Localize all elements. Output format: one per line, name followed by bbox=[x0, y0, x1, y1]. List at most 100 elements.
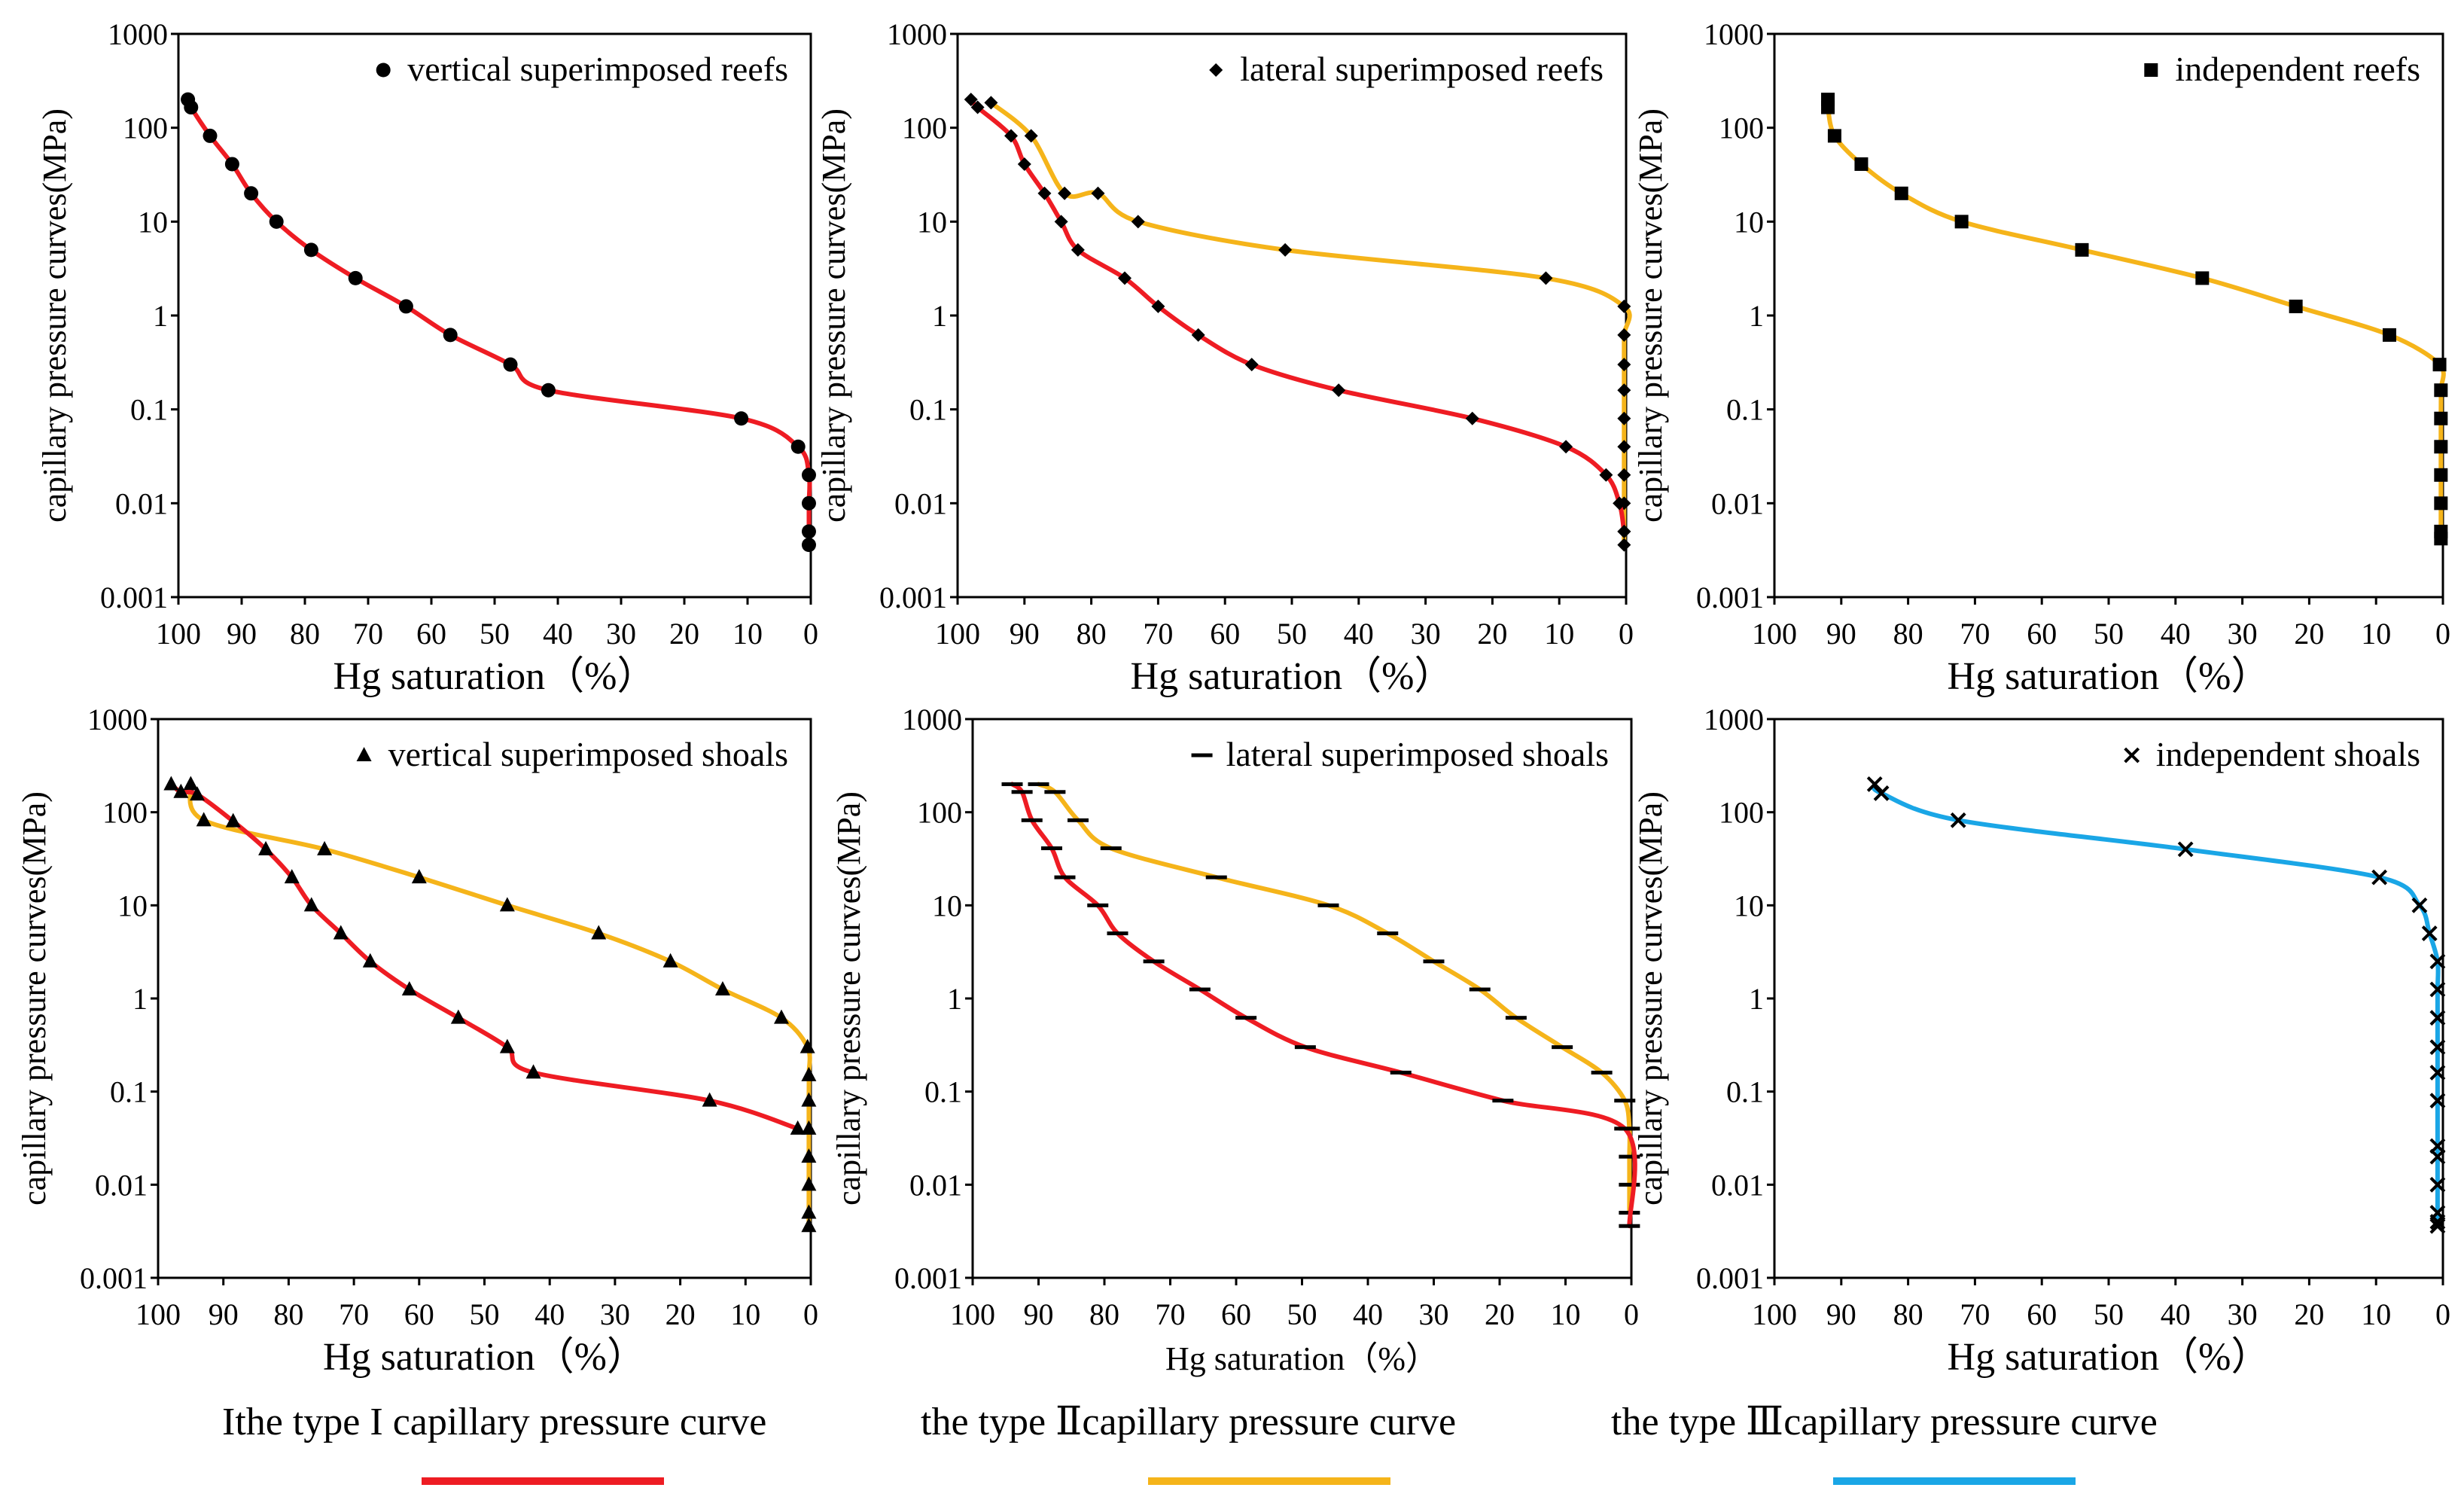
data-point bbox=[401, 981, 417, 996]
data-point bbox=[284, 869, 300, 884]
data-point bbox=[1539, 271, 1553, 285]
data-point bbox=[1619, 1182, 1640, 1187]
data-point bbox=[303, 242, 318, 258]
x-tick-label: 10 bbox=[2361, 617, 2391, 651]
data-point bbox=[1617, 411, 1631, 425]
data-point-stroke-b bbox=[2429, 1148, 2446, 1165]
x-tick-label: 60 bbox=[404, 1297, 434, 1331]
x-tick-label: 30 bbox=[600, 1297, 630, 1331]
y-tick-label: 10 bbox=[1734, 205, 1764, 239]
in-plot-legend: lateral superimposed reefs bbox=[1209, 50, 1604, 88]
data-point bbox=[2434, 383, 2448, 398]
series-type1 bbox=[964, 93, 1631, 538]
data-point bbox=[1024, 129, 1038, 143]
x-tick-label: 100 bbox=[1752, 1297, 1797, 1331]
y-tick-label: 100 bbox=[1719, 796, 1764, 830]
data-point bbox=[258, 840, 274, 855]
x-tick-label: 70 bbox=[353, 617, 383, 651]
data-point-stroke-b bbox=[1873, 785, 1890, 801]
x-tick-label: 60 bbox=[2027, 617, 2057, 651]
data-point bbox=[801, 495, 816, 511]
x-tick-label: 20 bbox=[669, 617, 699, 651]
data-point bbox=[801, 1148, 817, 1163]
y-axis-title: capillary pressure curves(MPa) bbox=[1632, 108, 1669, 523]
x-tick-label: 90 bbox=[1826, 617, 1856, 651]
data-point bbox=[2432, 358, 2447, 372]
legend-marker bbox=[2124, 747, 2140, 764]
y-tick-label: 0.1 bbox=[1726, 1075, 1764, 1109]
data-point bbox=[1617, 468, 1631, 482]
data-point bbox=[1017, 157, 1031, 171]
data-point bbox=[790, 1120, 806, 1135]
data-point bbox=[1873, 785, 1890, 801]
data-point bbox=[1613, 496, 1627, 511]
data-point bbox=[1294, 1045, 1316, 1050]
series-type2 bbox=[1028, 782, 1640, 1215]
data-point bbox=[591, 925, 607, 940]
x-tick-label: 100 bbox=[1752, 617, 1797, 651]
data-point bbox=[1866, 776, 1883, 792]
data-point bbox=[2429, 1214, 2446, 1230]
y-tick-label: 0.001 bbox=[1696, 581, 1764, 614]
data-point bbox=[801, 1120, 817, 1135]
data-point-stroke-b bbox=[2429, 981, 2446, 998]
data-point bbox=[2434, 468, 2448, 482]
x-tick-label: 70 bbox=[1960, 617, 1990, 651]
x-tick-label: 60 bbox=[2027, 1297, 2057, 1331]
x-tick-label: 0 bbox=[1624, 1297, 1639, 1331]
data-point-stroke-b bbox=[2429, 1010, 2446, 1026]
x-tick-label: 10 bbox=[2361, 1297, 2391, 1331]
data-point bbox=[1068, 818, 1089, 822]
series-type1 bbox=[163, 776, 806, 1135]
data-point bbox=[1131, 215, 1145, 229]
data-point bbox=[1954, 215, 1969, 229]
x-tick-label: 90 bbox=[1826, 1297, 1856, 1331]
data-point bbox=[173, 783, 189, 798]
y-axis-title: capillary pressure curves(MPa) bbox=[1632, 791, 1669, 1206]
data-point bbox=[1617, 538, 1631, 552]
y-tick-label: 1 bbox=[1749, 299, 1764, 333]
curve-type1 bbox=[968, 97, 1627, 534]
legend-swatch-type2 bbox=[1148, 1477, 1390, 1485]
y-tick-label: 1000 bbox=[1704, 17, 1764, 51]
data-point bbox=[1058, 186, 1072, 200]
data-point-stroke-b bbox=[2429, 1093, 2446, 1109]
data-point bbox=[443, 328, 458, 343]
in-plot-legend: lateral superimposed shoals bbox=[1191, 735, 1609, 773]
legend-text: lateral superimposed shoals bbox=[1226, 735, 1609, 773]
data-point bbox=[1011, 790, 1033, 794]
data-point bbox=[1205, 875, 1227, 879]
x-axis-title: Hg saturation（%） bbox=[1948, 655, 2271, 698]
data-point-stroke-b bbox=[2371, 869, 2388, 886]
data-point bbox=[1151, 299, 1165, 313]
y-tick-label: 1 bbox=[1749, 982, 1764, 1016]
data-point bbox=[1100, 846, 1122, 851]
y-tick-label: 1 bbox=[132, 982, 148, 1016]
x-tick-label: 90 bbox=[1010, 617, 1040, 651]
y-tick-label: 1000 bbox=[887, 17, 947, 51]
plot-frame bbox=[956, 32, 1628, 599]
data-point bbox=[333, 925, 349, 940]
data-point bbox=[2434, 440, 2448, 454]
data-point bbox=[1054, 875, 1076, 879]
data-point bbox=[2429, 1176, 2446, 1193]
data-point bbox=[190, 786, 206, 801]
data-point-stroke-b bbox=[2429, 953, 2446, 970]
data-point bbox=[801, 1218, 817, 1233]
x-tick-label: 80 bbox=[290, 617, 320, 651]
y-tick-label: 1000 bbox=[1704, 703, 1764, 736]
data-point bbox=[1071, 242, 1085, 257]
data-point bbox=[1317, 903, 1339, 907]
data-point bbox=[2195, 271, 2210, 285]
data-point bbox=[2177, 841, 2194, 858]
data-point bbox=[773, 1009, 789, 1024]
data-point bbox=[348, 270, 363, 285]
data-point bbox=[1087, 903, 1109, 907]
x-tick-label: 60 bbox=[1221, 1297, 1251, 1331]
plot-frame bbox=[971, 718, 1633, 1279]
x-tick-label: 40 bbox=[535, 1297, 565, 1331]
legend-text: vertical superimposed reefs bbox=[407, 50, 788, 88]
y-tick-label: 0.01 bbox=[95, 1168, 148, 1202]
